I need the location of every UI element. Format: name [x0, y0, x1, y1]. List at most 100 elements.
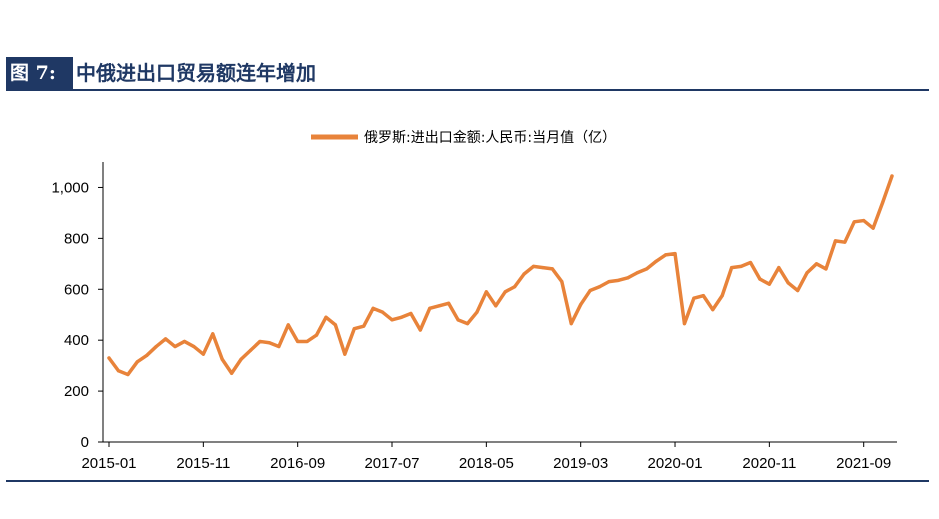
data-point	[673, 252, 677, 256]
data-point	[701, 294, 705, 298]
x-tick-label: 2020-01	[647, 455, 702, 472]
data-point	[635, 271, 639, 275]
data-point	[362, 324, 366, 328]
data-point	[824, 267, 828, 271]
y-tick-label: 0	[81, 434, 89, 451]
x-tick-label: 2021-09	[836, 455, 891, 472]
data-point	[380, 310, 385, 314]
y-tick-label: 200	[64, 383, 89, 400]
data-points	[107, 174, 894, 377]
x-tick-label: 2019-03	[553, 455, 608, 472]
data-point	[201, 352, 205, 356]
data-point	[871, 226, 875, 230]
x-tick-label: 2017-07	[364, 455, 419, 472]
data-point	[333, 323, 338, 327]
data-point	[456, 318, 460, 322]
data-point	[503, 290, 507, 294]
data-point	[267, 341, 271, 345]
series-line	[107, 174, 894, 377]
data-point	[399, 315, 404, 319]
data-point	[862, 218, 866, 223]
y-axis-ticks: 0 200 400 600 800 1,000	[51, 179, 103, 451]
data-point	[720, 294, 724, 298]
data-point	[230, 371, 234, 375]
data-point	[588, 288, 592, 293]
data-point	[654, 259, 658, 263]
data-point	[248, 348, 253, 352]
data-point	[531, 264, 536, 268]
x-tick-label: 2018-05	[459, 455, 514, 472]
data-point	[154, 344, 158, 349]
footer-rule	[6, 480, 929, 482]
data-point	[682, 322, 687, 326]
data-point	[305, 339, 309, 344]
data-point	[494, 304, 498, 308]
axes	[102, 162, 897, 443]
data-point	[730, 266, 734, 270]
data-point	[371, 306, 375, 310]
data-point	[645, 267, 649, 271]
data-point	[192, 344, 196, 349]
data-point	[390, 318, 394, 322]
figure-title: 中俄进出口贸易额连年增加	[76, 61, 316, 85]
data-point	[447, 301, 451, 305]
data-point	[437, 304, 441, 308]
x-tick-label: 2020-11	[742, 455, 796, 472]
data-point	[560, 280, 564, 284]
figure-header: 图 7: 中俄进出口贸易额连年增加	[6, 57, 929, 91]
legend: 俄罗斯:进出口金额:人民币:当月值（亿）	[311, 130, 616, 146]
data-point	[569, 322, 573, 326]
data-point	[352, 327, 356, 331]
data-point	[692, 296, 696, 300]
data-point	[814, 262, 819, 266]
data-point	[880, 201, 885, 205]
data-point	[135, 360, 139, 364]
data-point	[220, 357, 224, 361]
data-point	[324, 315, 328, 319]
y-tick-label: 400	[64, 332, 89, 349]
data-point	[277, 344, 281, 349]
data-point	[890, 174, 894, 178]
data-point	[182, 339, 187, 344]
data-point	[164, 337, 168, 341]
data-point	[173, 344, 177, 349]
data-point	[786, 281, 790, 285]
data-point	[833, 239, 838, 243]
data-point	[239, 357, 243, 361]
data-point	[758, 277, 762, 281]
data-point	[843, 240, 847, 244]
data-point	[258, 339, 262, 344]
header-rule	[6, 89, 929, 91]
data-point	[541, 266, 545, 270]
data-point	[663, 253, 668, 257]
data-point	[286, 323, 290, 327]
y-tick-label: 600	[64, 281, 89, 298]
data-point	[579, 302, 583, 307]
x-tick-label: 2015-11	[176, 455, 230, 472]
data-point	[484, 290, 488, 294]
data-point	[409, 311, 413, 316]
data-point	[428, 306, 432, 310]
x-tick-label: 2016-09	[270, 455, 325, 472]
data-point	[126, 372, 130, 377]
data-point	[513, 285, 517, 289]
data-point	[777, 266, 781, 270]
data-point	[626, 276, 630, 280]
data-point	[107, 356, 111, 360]
legend-label: 俄罗斯:进出口金额:人民币:当月值（亿）	[364, 130, 616, 146]
data-point	[465, 322, 470, 326]
data-point	[616, 278, 621, 282]
data-point	[522, 272, 526, 276]
y-tick-label: 1,000	[51, 179, 89, 196]
data-point	[145, 353, 149, 358]
data-point	[739, 264, 743, 268]
data-point	[711, 308, 715, 312]
data-point	[597, 285, 602, 289]
data-point	[607, 280, 611, 284]
data-point	[116, 369, 121, 373]
data-point	[550, 267, 554, 271]
data-point	[418, 328, 422, 332]
data-point	[748, 260, 753, 265]
data-point	[796, 288, 800, 293]
